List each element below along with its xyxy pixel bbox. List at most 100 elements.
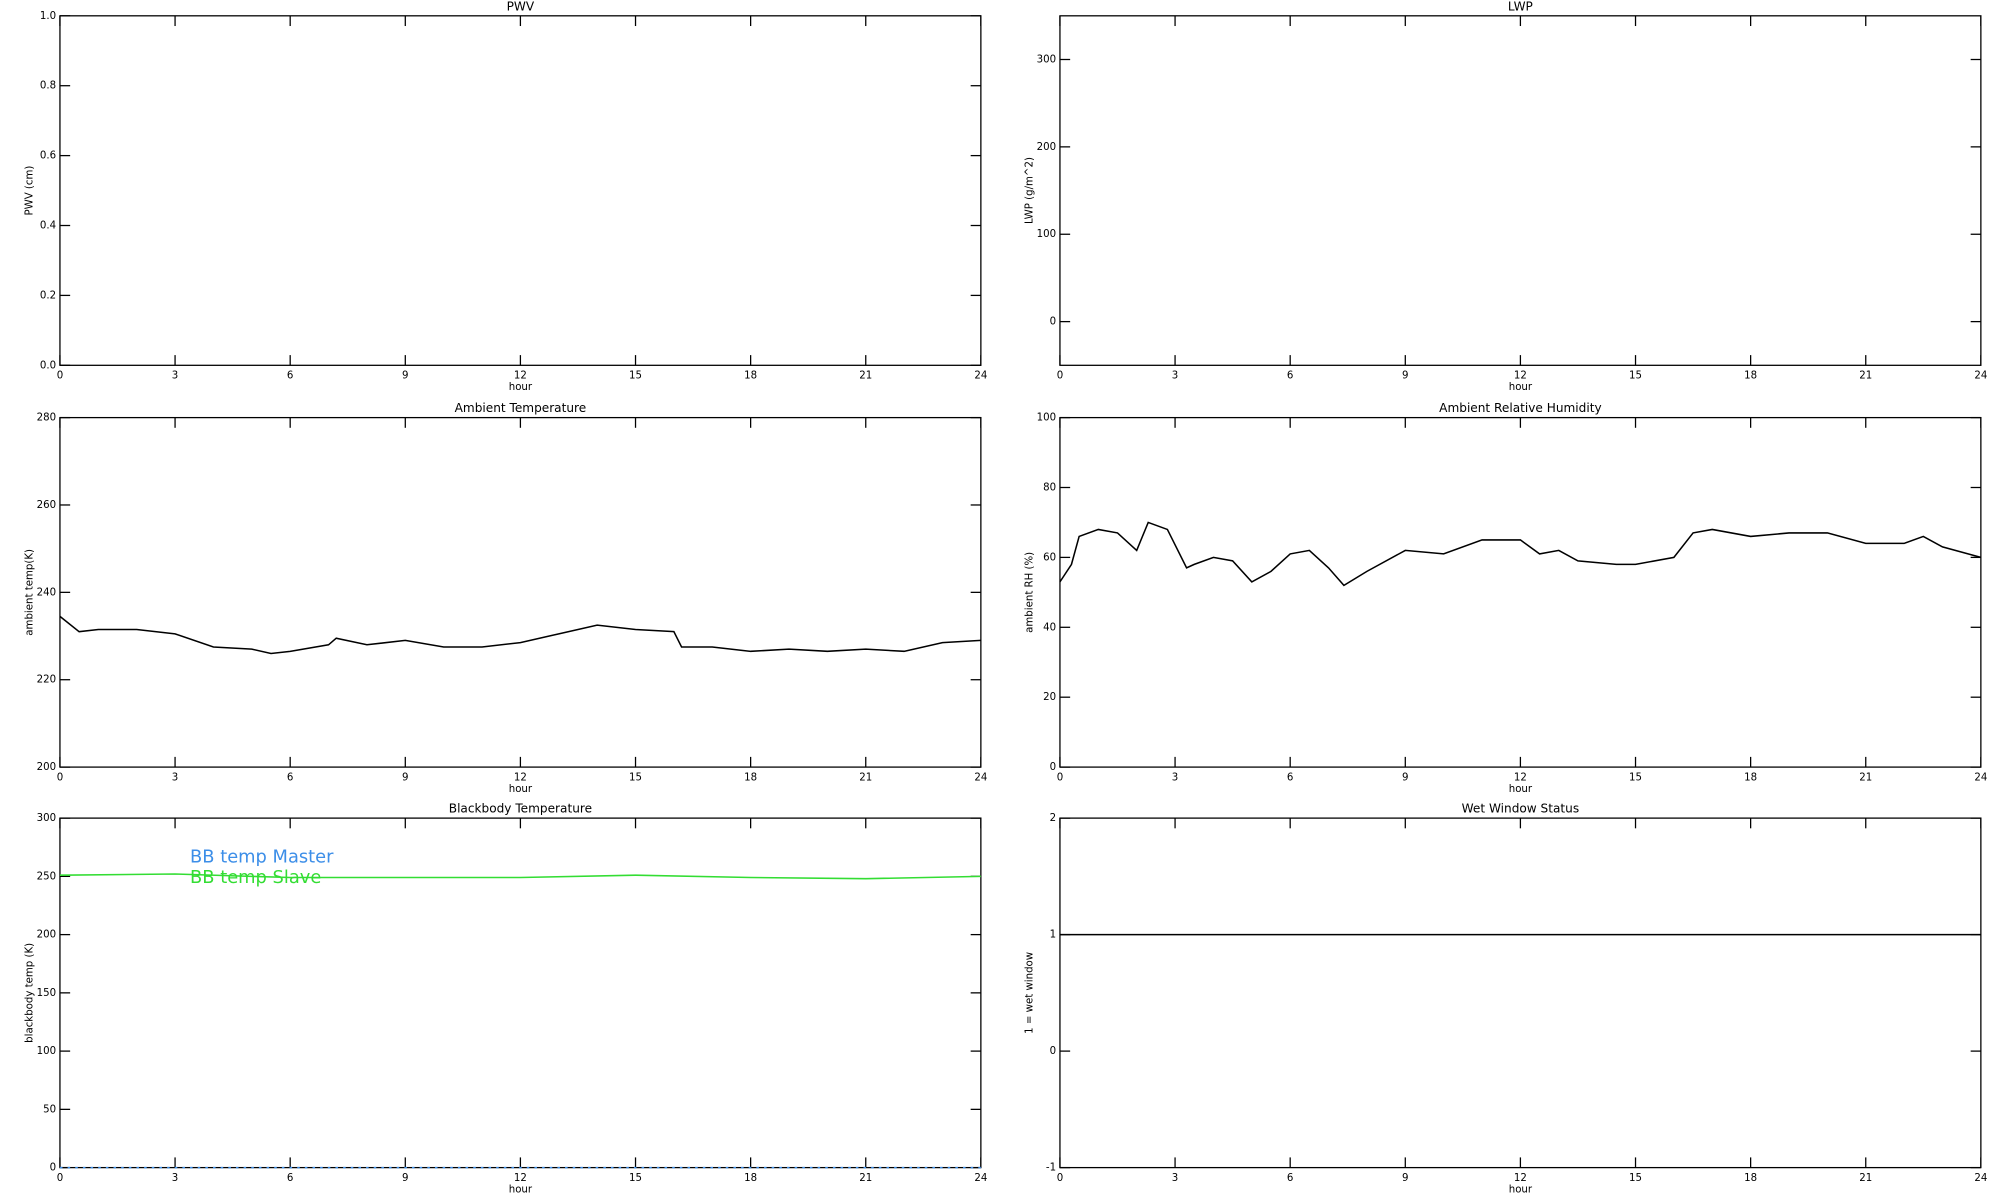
- y-tick-label: 50: [43, 1104, 56, 1115]
- x-tick-label: 24: [1974, 772, 1987, 783]
- plot-frame: [1059, 817, 1982, 1169]
- chart-title: LWP: [1508, 0, 1533, 13]
- x-tick-label: 6: [1287, 371, 1293, 382]
- y-tick-label: 100: [37, 1046, 56, 1057]
- y-tick-label: 0.6: [40, 151, 56, 162]
- y-tick-label: 40: [1043, 622, 1056, 633]
- y-tick-label: 200: [37, 930, 56, 941]
- x-tick-label: 18: [1744, 1173, 1757, 1184]
- x-tick-label: 21: [1859, 1173, 1872, 1184]
- x-tick-label: 15: [629, 1173, 642, 1184]
- x-tick-label: 15: [1629, 1173, 1642, 1184]
- chart-title: Wet Window Status: [1462, 802, 1580, 816]
- legend-entry: BB temp Slave: [190, 867, 321, 888]
- x-tick-label: 9: [402, 371, 408, 382]
- x-tick-label: 0: [1057, 1173, 1063, 1184]
- x-tick-label: 12: [514, 371, 527, 382]
- x-tick-label: 6: [287, 371, 293, 382]
- plot-frame: [1059, 416, 1982, 768]
- plot-frame: [59, 416, 982, 768]
- x-tick-label: 3: [172, 371, 178, 382]
- y-tick-label: 300: [1037, 55, 1056, 66]
- y-tick-label: 0: [1050, 762, 1056, 773]
- x-tick-label: 3: [1172, 1173, 1178, 1184]
- y-tick-label: 200: [1037, 142, 1056, 153]
- x-tick-label: 6: [1287, 772, 1293, 783]
- y-tick-label: 60: [1043, 552, 1056, 563]
- x-axis-label: hour: [509, 382, 533, 393]
- x-tick-label: 6: [1287, 1173, 1293, 1184]
- x-tick-label: 18: [744, 772, 757, 783]
- y-tick-label: 280: [37, 413, 56, 424]
- y-tick-label: 0.0: [40, 360, 56, 371]
- x-tick-label: 15: [1629, 772, 1642, 783]
- x-tick-label: 0: [57, 1173, 63, 1184]
- x-tick-label: 3: [1172, 371, 1178, 382]
- y-axis-label: ambient temp(K): [24, 549, 35, 636]
- y-tick-label: 220: [37, 675, 56, 686]
- y-axis-label: blackbody temp (K): [24, 943, 35, 1043]
- plot-frame: [59, 15, 982, 366]
- x-tick-label: 0: [57, 371, 63, 382]
- y-tick-label: -1: [1046, 1163, 1056, 1174]
- y-tick-label: 100: [1037, 413, 1056, 424]
- x-tick-label: 9: [1402, 772, 1408, 783]
- y-tick-label: 80: [1043, 482, 1056, 493]
- x-axis-label: hour: [509, 784, 533, 795]
- x-tick-label: 6: [287, 1173, 293, 1184]
- chart-title: Ambient Temperature: [455, 401, 587, 415]
- x-tick-label: 18: [744, 371, 757, 382]
- series-line: [59, 873, 981, 880]
- y-tick-label: 260: [37, 500, 56, 511]
- y-tick-label: 250: [37, 871, 56, 882]
- y-tick-label: 1: [1050, 930, 1056, 941]
- x-tick-label: 18: [744, 1173, 757, 1184]
- x-tick-label: 24: [974, 1173, 987, 1184]
- x-tick-label: 21: [1859, 772, 1872, 783]
- x-axis-label: hour: [509, 1184, 533, 1195]
- x-tick-label: 15: [629, 371, 642, 382]
- x-tick-label: 12: [514, 1173, 527, 1184]
- series-line: [59, 615, 981, 655]
- y-tick-label: 100: [1037, 229, 1056, 240]
- y-tick-label: 0: [1050, 317, 1056, 328]
- x-tick-label: 12: [1514, 371, 1527, 382]
- x-tick-label: 12: [1514, 772, 1527, 783]
- y-axis-label: 1 = wet window: [1024, 952, 1035, 1034]
- x-tick-label: 12: [514, 772, 527, 783]
- x-tick-label: 21: [859, 1173, 872, 1184]
- x-tick-label: 3: [172, 1173, 178, 1184]
- y-axis-label: ambient RH (%): [1024, 552, 1035, 633]
- y-tick-label: 150: [37, 988, 56, 999]
- y-tick-label: 2: [1050, 813, 1056, 824]
- y-tick-label: 300: [37, 813, 56, 824]
- x-tick-label: 0: [1057, 371, 1063, 382]
- y-axis-label: LWP (g/m^2): [1024, 157, 1035, 224]
- x-tick-label: 18: [1744, 772, 1757, 783]
- x-tick-label: 9: [1402, 371, 1408, 382]
- x-tick-label: 3: [172, 772, 178, 783]
- y-tick-label: 20: [1043, 692, 1056, 703]
- y-tick-label: 0: [50, 1163, 56, 1174]
- x-tick-label: 21: [859, 772, 872, 783]
- x-tick-label: 0: [1057, 772, 1063, 783]
- y-tick-label: 0.8: [40, 81, 56, 92]
- y-tick-label: 0.2: [40, 290, 56, 301]
- x-axis-label: hour: [1509, 1184, 1533, 1195]
- x-tick-label: 9: [402, 772, 408, 783]
- x-tick-label: 9: [402, 1173, 408, 1184]
- x-tick-label: 24: [1974, 1173, 1987, 1184]
- y-tick-label: 1.0: [40, 11, 56, 22]
- x-tick-label: 12: [1514, 1173, 1527, 1184]
- x-tick-label: 21: [1859, 371, 1872, 382]
- legend-entry: BB temp Master: [190, 847, 334, 868]
- x-tick-label: 15: [1629, 371, 1642, 382]
- x-tick-label: 0: [57, 772, 63, 783]
- chart-title: Blackbody Temperature: [449, 802, 592, 816]
- y-axis-label: PWV (cm): [24, 166, 35, 216]
- x-tick-label: 21: [859, 371, 872, 382]
- y-tick-label: 240: [37, 587, 56, 598]
- x-tick-label: 6: [287, 772, 293, 783]
- x-tick-label: 9: [1402, 1173, 1408, 1184]
- x-tick-label: 24: [974, 371, 987, 382]
